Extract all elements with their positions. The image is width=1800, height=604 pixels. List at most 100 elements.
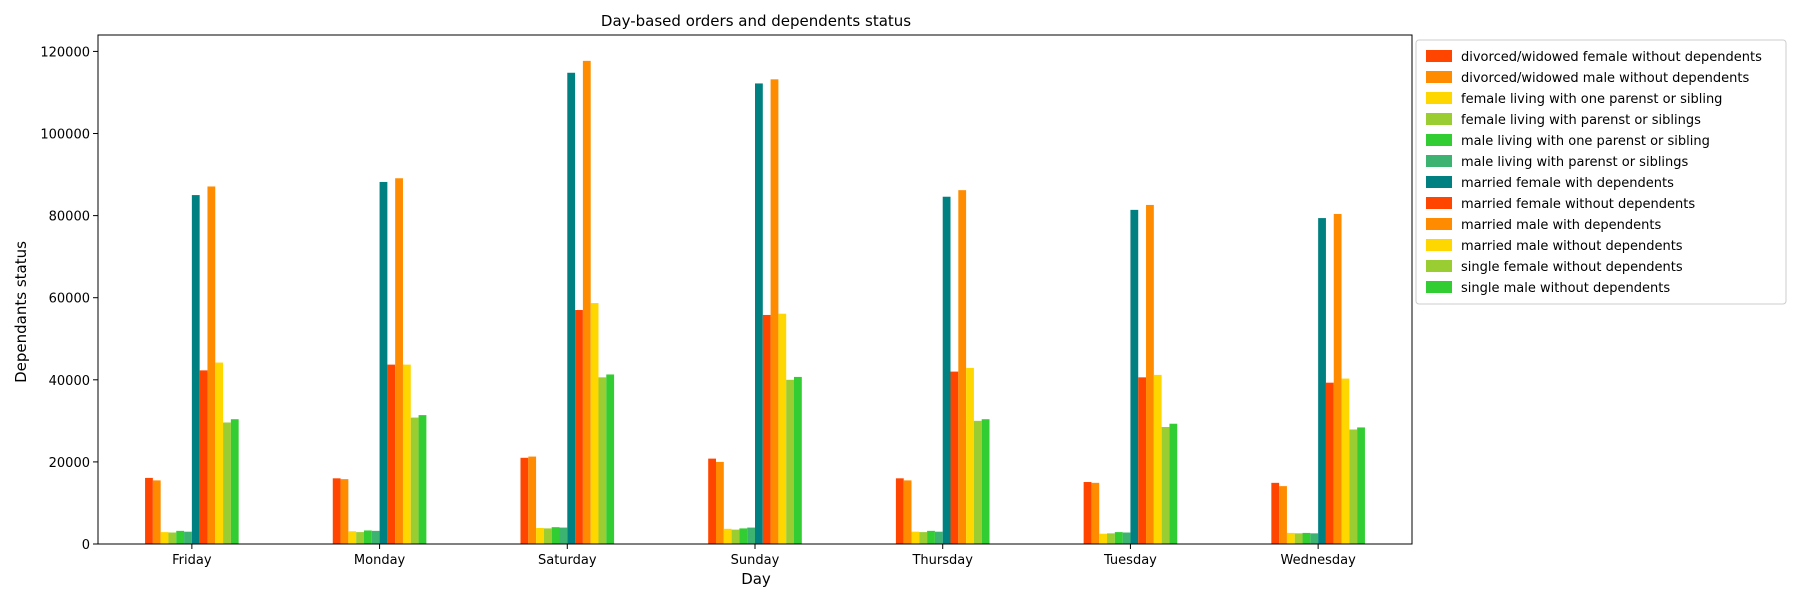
bar-friday-series-10 <box>215 362 224 544</box>
y-tick-label: 20000 <box>49 456 90 471</box>
bar-wednesday-series-10 <box>1341 378 1350 544</box>
bar-friday-series-9 <box>207 186 216 544</box>
bar-sunday-series-1 <box>708 458 716 544</box>
y-tick-label: 80000 <box>49 210 90 225</box>
legend-label: divorced/widowed male without dependents <box>1461 71 1750 86</box>
bar-sunday-series-11 <box>786 379 794 544</box>
bar-monday-series-10 <box>402 364 411 544</box>
bar-sunday-series-2 <box>716 461 724 544</box>
legend-swatch <box>1426 260 1452 272</box>
chart-title: Day-based orders and dependents status <box>601 12 911 30</box>
bar-sunday-series-10 <box>778 313 787 544</box>
legend-label: single male without dependents <box>1461 281 1670 296</box>
bar-wednesday-series-5 <box>1302 532 1311 544</box>
bar-saturday-series-1 <box>520 457 529 544</box>
bar-tuesday-series-10 <box>1153 374 1162 544</box>
legend-label: married male without dependents <box>1461 239 1683 254</box>
bar-saturday-series-6 <box>559 527 568 544</box>
x-tick-label: Sunday <box>731 553 780 568</box>
bar-wednesday-series-11 <box>1349 429 1358 544</box>
y-tick-label: 60000 <box>49 292 90 307</box>
bar-sunday-series-7 <box>755 83 763 544</box>
bar-tuesday-series-2 <box>1091 482 1100 544</box>
legend-swatch <box>1426 197 1452 209</box>
legend-label: male living with one parenst or sibling <box>1461 134 1710 149</box>
legend-swatch <box>1426 113 1452 125</box>
bar-wednesday-series-7 <box>1318 218 1326 544</box>
bar-tuesday-series-11 <box>1161 427 1170 544</box>
bar-saturday-series-12 <box>606 374 615 544</box>
legend-swatch <box>1426 92 1452 104</box>
bars-layer <box>145 60 1365 545</box>
x-tick-label: Saturday <box>538 553 597 568</box>
legend-swatch <box>1426 239 1452 251</box>
bar-friday-series-7 <box>191 195 200 544</box>
bar-thursday-series-12 <box>981 419 990 544</box>
legend-swatch <box>1426 71 1452 83</box>
bar-friday-series-4 <box>168 532 177 544</box>
bar-friday-series-2 <box>152 480 161 545</box>
legend-label: married male with dependents <box>1461 218 1661 233</box>
bar-tuesday-series-3 <box>1099 533 1108 544</box>
y-tick-label: 0 <box>82 538 90 553</box>
bar-thursday-series-1 <box>895 478 904 544</box>
bar-wednesday-series-2 <box>1279 486 1287 544</box>
bar-sunday-series-5 <box>739 528 748 544</box>
bar-friday-series-12 <box>230 419 239 544</box>
y-tick-label: 100000 <box>40 128 90 143</box>
bar-friday-series-3 <box>160 532 169 544</box>
y-tick-label: 40000 <box>49 374 90 389</box>
bar-monday-series-5 <box>363 530 372 544</box>
bar-wednesday-series-4 <box>1294 533 1303 544</box>
bar-monday-series-8 <box>387 364 396 544</box>
legend-label: divorced/widowed female without dependen… <box>1461 50 1762 65</box>
bar-thursday-series-7 <box>942 196 951 545</box>
bar-tuesday-series-9 <box>1146 204 1154 544</box>
bar-wednesday-series-6 <box>1310 533 1319 544</box>
bar-monday-series-1 <box>332 478 341 544</box>
bar-tuesday-series-7 <box>1130 209 1139 544</box>
axes-layer: Friday Monday Saturday Sunday Thursday Tuesda… <box>40 34 1413 568</box>
legend-label: single female without dependents <box>1461 260 1683 275</box>
bar-monday-series-9 <box>395 178 403 544</box>
bar-saturday-series-3 <box>536 527 544 544</box>
bar-wednesday-series-1 <box>1271 482 1280 544</box>
bar-sunday-series-8 <box>762 314 771 544</box>
legend-swatch <box>1426 281 1452 293</box>
bar-tuesday-series-4 <box>1107 533 1115 544</box>
bar-thursday-series-2 <box>903 480 912 545</box>
legend-label: female living with one parenst or siblin… <box>1461 92 1722 107</box>
bar-saturday-series-10 <box>590 303 599 544</box>
legend-label: married female with dependents <box>1461 176 1674 191</box>
bar-sunday-series-6 <box>747 527 755 544</box>
x-tick-label: Thursday <box>911 553 973 568</box>
bar-saturday-series-11 <box>598 377 607 544</box>
bar-friday-series-5 <box>176 530 185 544</box>
x-tick-label: Friday <box>172 553 212 568</box>
y-axis-label: Dependants status <box>12 241 30 383</box>
bar-thursday-series-5 <box>927 530 935 544</box>
bar-sunday-series-9 <box>770 79 779 544</box>
bar-tuesday-series-8 <box>1138 377 1147 544</box>
x-tick-label: Tuesday <box>1103 553 1157 568</box>
legend-swatch <box>1426 50 1452 62</box>
bar-tuesday-series-12 <box>1169 423 1178 544</box>
y-tick-label: 120000 <box>40 45 90 60</box>
plot-frame <box>97 34 1413 545</box>
legend-swatch <box>1426 176 1452 188</box>
legend-swatch <box>1426 155 1452 167</box>
legend-label: male living with parenst or siblings <box>1461 155 1689 170</box>
bar-wednesday-series-8 <box>1325 382 1334 544</box>
bar-thursday-series-10 <box>966 367 974 544</box>
bar-sunday-series-12 <box>794 376 802 544</box>
bar-monday-series-12 <box>418 415 427 544</box>
bar-monday-series-3 <box>348 531 357 544</box>
bar-thursday-series-11 <box>973 420 982 544</box>
x-tick-label: Monday <box>354 553 406 568</box>
bar-friday-series-11 <box>223 422 231 544</box>
legend: divorced/widowed female without dependen… <box>1415 39 1787 305</box>
bar-monday-series-2 <box>340 479 349 544</box>
legend-swatch <box>1426 134 1452 146</box>
